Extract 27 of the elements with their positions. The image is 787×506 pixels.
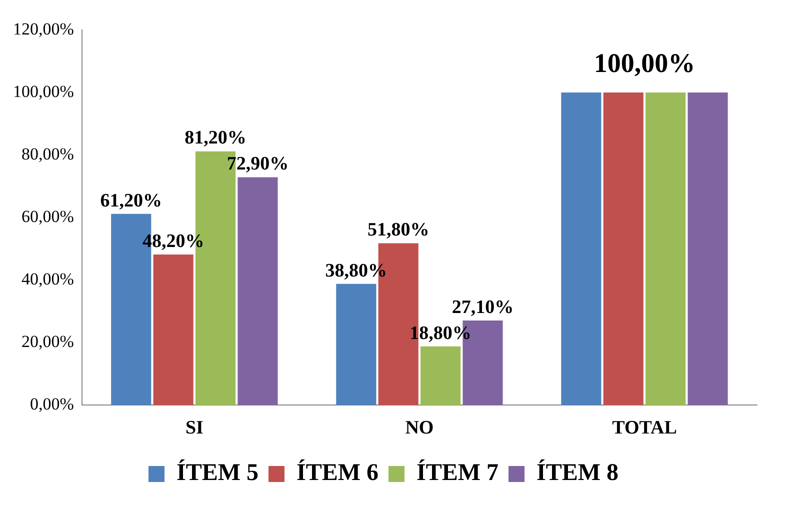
y-tick-label: 0,00% — [30, 394, 74, 414]
data-label: 81,20% — [184, 128, 246, 149]
y-tick-label: 80,00% — [21, 144, 74, 164]
y-tick-label: 20,00% — [21, 332, 74, 352]
y-tick-label: 120,00% — [12, 19, 74, 38]
data-label: 27,10% — [452, 296, 514, 318]
annotation: 100,00% — [594, 48, 696, 78]
x-tick-label: SI — [185, 418, 204, 439]
data-label: 61,20% — [100, 190, 162, 212]
x-tick-label: TOTAL — [612, 418, 677, 439]
legend-label: ÍTEM 5 — [176, 459, 258, 486]
bar — [688, 92, 728, 406]
y-tick-label: 100,00% — [12, 82, 74, 101]
legend-label: ÍTEM 6 — [296, 459, 379, 486]
y-tick-label: 40,00% — [21, 270, 74, 289]
legend-label: ÍTEM 8 — [536, 459, 619, 486]
bar — [153, 254, 194, 406]
bar — [561, 92, 602, 406]
data-label: 51,80% — [367, 220, 430, 241]
bar — [603, 92, 644, 406]
bar — [238, 177, 278, 406]
legend-label: ÍTEM 7 — [416, 459, 499, 486]
bar — [646, 92, 686, 406]
x-tick-label: NO — [405, 418, 434, 439]
bar — [420, 346, 461, 406]
y-tick-label: 60,00% — [21, 207, 74, 226]
bar — [336, 284, 376, 406]
